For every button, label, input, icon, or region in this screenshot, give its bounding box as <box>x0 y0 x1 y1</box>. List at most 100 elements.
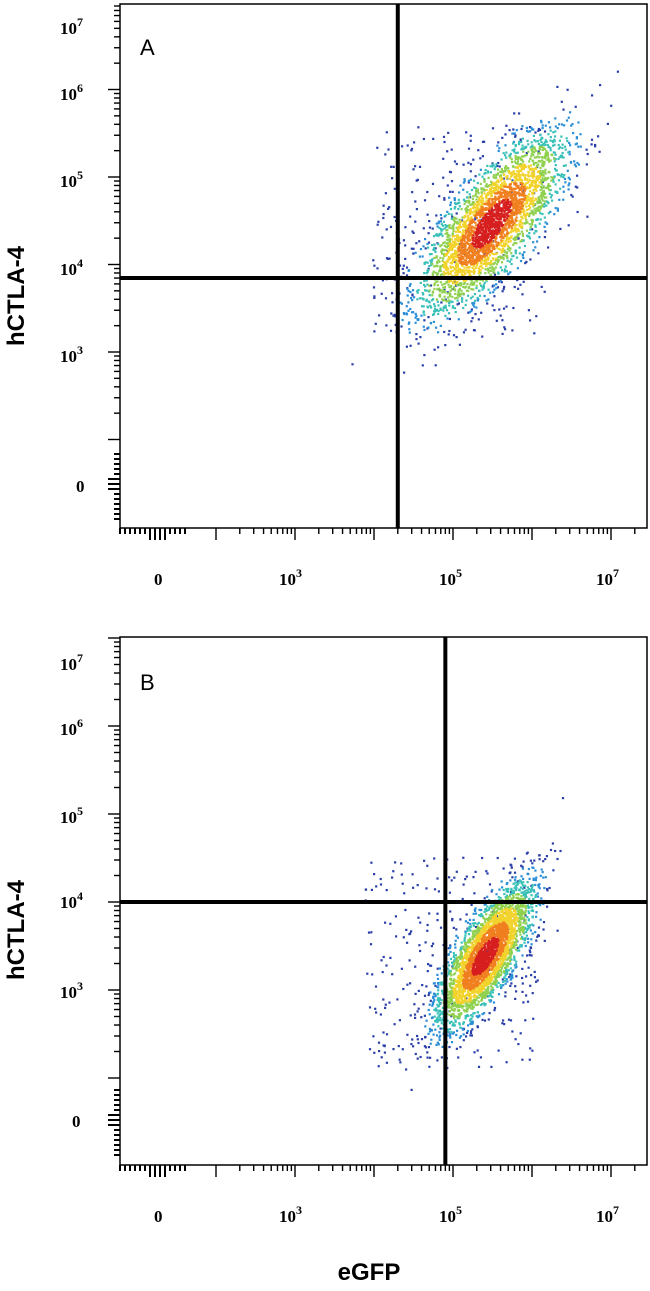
event-dot <box>460 252 463 255</box>
event-dot <box>526 186 529 189</box>
event-dot <box>509 956 512 959</box>
event-dot <box>473 892 476 895</box>
event-dot <box>525 889 528 892</box>
event-dot <box>501 226 505 229</box>
event-dot <box>495 176 498 180</box>
event-dot <box>420 1016 423 1019</box>
event-dot <box>432 270 435 273</box>
event-dot <box>460 220 463 223</box>
event-dot <box>520 908 523 911</box>
event-dot <box>441 1019 444 1022</box>
event-dot <box>491 267 494 270</box>
event-dot <box>476 190 479 193</box>
event-dot <box>504 195 507 198</box>
event-dot <box>516 227 519 230</box>
event-dot <box>528 924 532 927</box>
event-dot <box>416 884 419 887</box>
event-dot <box>461 242 464 245</box>
event-dot <box>561 143 564 146</box>
event-dot <box>472 221 475 224</box>
event-dot <box>508 191 512 194</box>
event-dot <box>543 205 546 208</box>
event-dot <box>413 1003 416 1006</box>
event-dot <box>520 165 523 169</box>
event-dot <box>505 894 508 897</box>
event-dot <box>432 1023 435 1026</box>
event-dot <box>507 167 510 170</box>
event-dot <box>436 973 439 976</box>
event-dot <box>499 896 502 900</box>
event-dot <box>426 864 429 867</box>
event-dot <box>498 165 501 168</box>
event-dot <box>412 247 415 250</box>
event-dot <box>442 157 445 160</box>
event-dot <box>482 244 485 247</box>
event-dot <box>436 272 440 275</box>
event-dot <box>465 875 468 878</box>
event-dot <box>505 903 508 907</box>
event-dot <box>429 321 432 325</box>
event-dot <box>470 1021 473 1024</box>
event-dot <box>500 188 503 191</box>
event-dot <box>451 254 454 257</box>
event-dot <box>447 268 450 271</box>
event-dot <box>491 223 495 226</box>
scatter-points <box>351 70 619 374</box>
event-dot <box>452 967 455 970</box>
event-dot <box>534 225 537 228</box>
event-dot <box>487 298 490 301</box>
event-dot <box>433 310 436 313</box>
event-dot <box>523 222 526 225</box>
event-dot <box>527 204 530 207</box>
event-dot <box>451 1002 454 1006</box>
event-dot <box>511 208 514 211</box>
event-dot <box>543 177 547 181</box>
event-dot <box>448 226 451 229</box>
event-dot <box>472 253 475 256</box>
event-dot <box>539 201 542 204</box>
event-dot <box>445 238 449 241</box>
event-dot <box>424 247 427 250</box>
event-dot <box>449 247 452 250</box>
event-dot <box>405 928 408 931</box>
event-dot <box>462 1022 465 1025</box>
event-dot <box>526 916 529 919</box>
event-dot <box>497 895 500 899</box>
event-dot <box>439 268 442 271</box>
event-dot <box>549 159 552 162</box>
event-dot <box>544 221 547 224</box>
event-dot <box>469 239 472 242</box>
event-dot <box>433 243 436 246</box>
event-dot <box>534 210 537 213</box>
event-dot <box>482 262 485 265</box>
event-dot <box>434 250 437 253</box>
event-dot <box>531 883 534 887</box>
event-dot <box>499 207 502 210</box>
event-dot <box>554 164 557 167</box>
event-dot <box>501 182 504 185</box>
event-dot <box>450 300 453 303</box>
event-dot <box>546 200 549 203</box>
event-dot <box>471 226 474 229</box>
event-dot <box>544 153 547 156</box>
event-dot <box>445 226 448 229</box>
event-dot <box>556 857 559 861</box>
event-dot <box>521 904 524 907</box>
event-dot <box>441 981 444 984</box>
event-dot <box>449 990 452 993</box>
event-dot <box>386 257 390 260</box>
event-dot <box>432 1033 435 1036</box>
event-dot <box>493 176 496 179</box>
event-dot <box>414 1016 417 1019</box>
event-dot <box>436 274 439 277</box>
event-dot <box>517 927 520 930</box>
event-dot <box>519 903 522 907</box>
event-dot <box>384 1003 387 1006</box>
event-dot <box>520 148 523 151</box>
event-dot <box>478 220 482 223</box>
event-dot <box>456 303 459 306</box>
event-dot <box>443 273 446 276</box>
event-dot <box>490 180 493 183</box>
event-dot <box>540 897 543 900</box>
event-dot <box>537 884 540 887</box>
